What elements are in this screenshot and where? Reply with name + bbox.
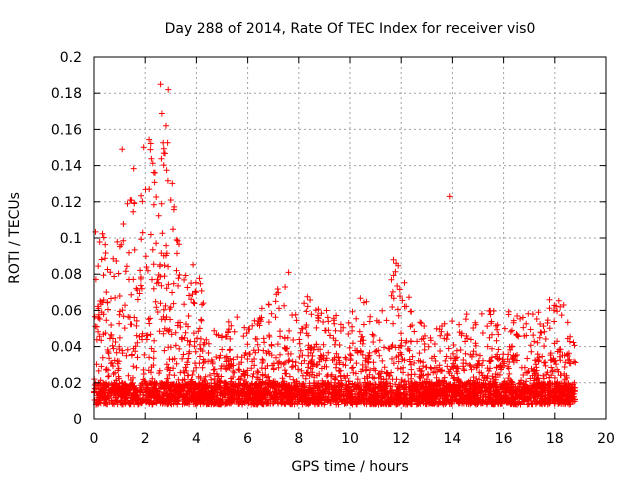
y-axis-label: ROTI / TECUs bbox=[7, 192, 23, 284]
x-tick-label: 8 bbox=[294, 431, 303, 447]
y-tick-label: 0.08 bbox=[51, 267, 82, 283]
chart-title: Day 288 of 2014, Rate Of TEC Index for r… bbox=[165, 21, 536, 37]
roti-points bbox=[91, 81, 579, 408]
x-tick-label: 10 bbox=[341, 431, 359, 447]
y-tick-label: 0.14 bbox=[51, 159, 82, 175]
data-points bbox=[91, 81, 579, 408]
y-tick-label: 0.2 bbox=[60, 50, 82, 66]
x-tick-label: 20 bbox=[597, 431, 615, 447]
x-tick-label: 2 bbox=[141, 431, 150, 447]
y-tick-label: 0.18 bbox=[51, 86, 82, 102]
x-tick-label: 16 bbox=[495, 431, 513, 447]
x-tick-labels: 0 2 4 6 8 10 12 14 16 18 20 bbox=[90, 431, 615, 447]
y-tick-label: 0.12 bbox=[51, 195, 82, 211]
grid-lines bbox=[94, 57, 606, 419]
axis-ticks bbox=[93, 56, 607, 420]
y-tick-label: 0.06 bbox=[51, 303, 82, 319]
x-tick-label: 12 bbox=[392, 431, 410, 447]
y-tick-labels: 0 0.02 0.04 0.06 0.08 0.1 0.12 0.14 0.16 0.18 0.2 bbox=[51, 50, 82, 428]
y-tick-label: 0.02 bbox=[51, 376, 82, 392]
x-tick-label: 18 bbox=[546, 431, 564, 447]
x-tick-label: 14 bbox=[443, 431, 461, 447]
x-tick-label: 0 bbox=[90, 431, 99, 447]
x-tick-label: 4 bbox=[192, 431, 201, 447]
y-tick-label: 0.16 bbox=[51, 122, 82, 138]
y-tick-label: 0.04 bbox=[51, 340, 82, 356]
y-tick-label: 0 bbox=[73, 412, 82, 428]
x-axis-label: GPS time / hours bbox=[291, 459, 408, 475]
y-tick-label: 0.1 bbox=[60, 231, 82, 247]
x-tick-label: 6 bbox=[243, 431, 252, 447]
